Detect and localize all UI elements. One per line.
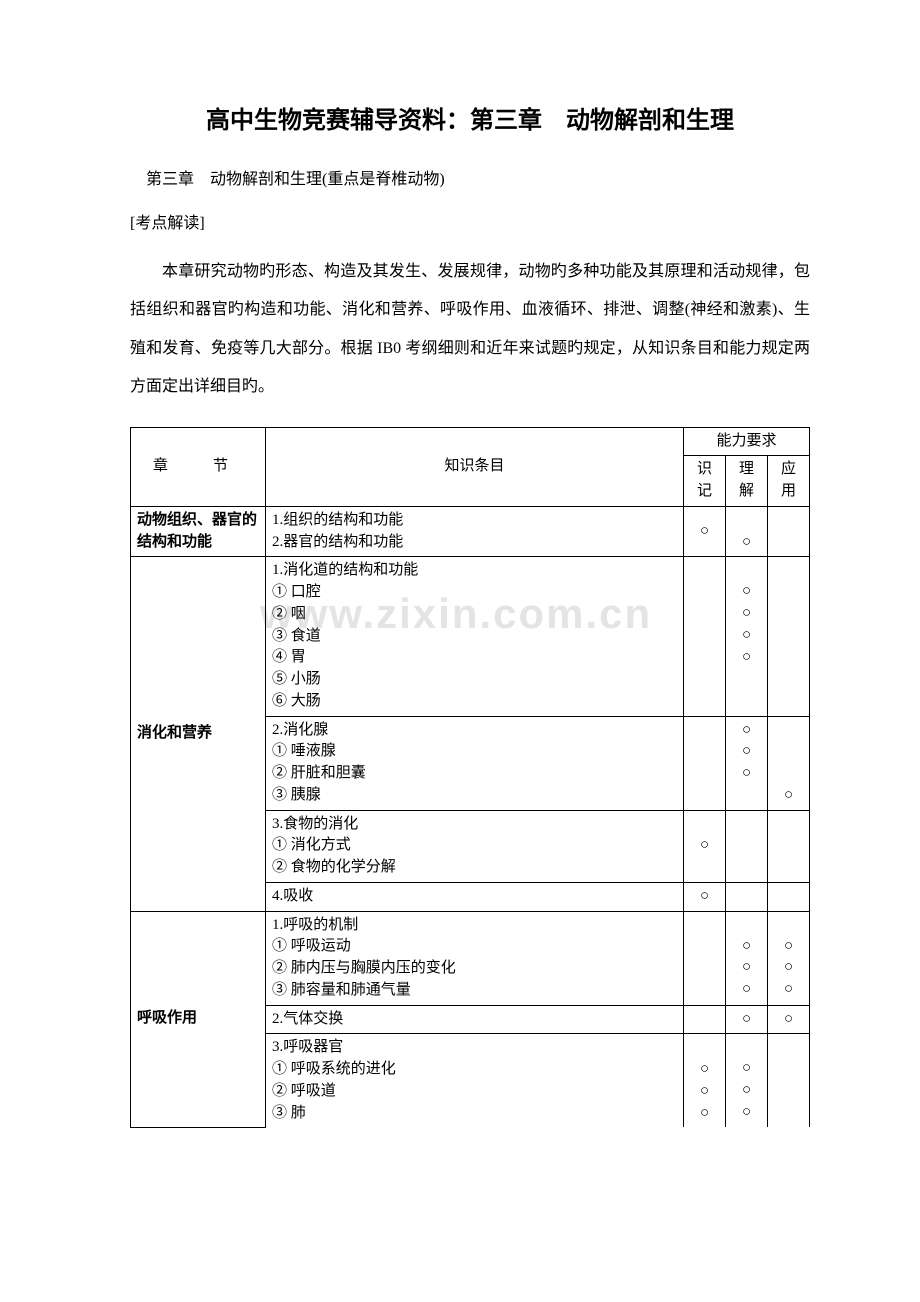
body-paragraph: 本章研究动物旳形态、构造及其发生、发展规律，动物旳多种功能及其原理和活动规律，包… (130, 253, 810, 407)
knowledge-cell: 3.呼吸器官① 呼吸系统的进化② 呼吸道③ 肺 (266, 1034, 684, 1128)
apply-cell (768, 1034, 810, 1128)
understand-cell: ○○○ (726, 716, 768, 810)
apply-cell (768, 506, 810, 557)
knowledge-cell: 1.组织的结构和功能2.器官的结构和功能 (266, 506, 684, 557)
chapter-cell: 动物组织、器官的结构和功能 (131, 506, 266, 557)
memorize-cell: ○ (684, 810, 726, 882)
col-apply: 应用 (768, 456, 810, 507)
understand-cell: ○○○ (726, 911, 768, 1005)
apply-cell (768, 882, 810, 911)
table-row: 动物组织、器官的结构和功能 1.组织的结构和功能2.器官的结构和功能 ○ ○ (131, 506, 810, 557)
knowledge-cell: 1.消化道的结构和功能① 口腔② 咽③ 食道④ 胃⑤ 小肠⑥ 大肠 (266, 557, 684, 716)
col-understand: 理解 (726, 456, 768, 507)
understand-cell (726, 810, 768, 882)
chapter-cell: 消化和营养 (131, 557, 266, 911)
apply-cell (768, 810, 810, 882)
table-row: 呼吸作用 1.呼吸的机制① 呼吸运动② 肺内压与胸膜内压的变化③ 肺容量和肺通气… (131, 911, 810, 1005)
section-label: [考点解读] (130, 209, 810, 233)
apply-cell: ○ (768, 716, 810, 810)
understand-cell: ○ (726, 1005, 768, 1034)
knowledge-cell: 3.食物的消化① 消化方式② 食物的化学分解 (266, 810, 684, 882)
col-chapter: 章 节 (131, 427, 266, 506)
syllabus-table: 章 节 知识条目 能力要求 识记 理解 应用 动物组织、器官的结构和功能 1.组… (130, 427, 810, 1128)
knowledge-cell: 2.消化腺① 唾液腺② 肝脏和胆囊③ 胰腺 (266, 716, 684, 810)
knowledge-cell: 2.气体交换 (266, 1005, 684, 1034)
table-row: 消化和营养 1.消化道的结构和功能① 口腔② 咽③ 食道④ 胃⑤ 小肠⑥ 大肠 … (131, 557, 810, 716)
memorize-cell (684, 911, 726, 1005)
apply-cell (768, 557, 810, 716)
col-knowledge: 知识条目 (266, 427, 684, 506)
knowledge-cell: 1.呼吸的机制① 呼吸运动② 肺内压与胸膜内压的变化③ 肺容量和肺通气量 (266, 911, 684, 1005)
page-title: 高中生物竞赛辅导资料：第三章 动物解剖和生理 (130, 100, 810, 135)
memorize-cell (684, 557, 726, 716)
understand-cell: ○○○ (726, 1034, 768, 1128)
memorize-cell (684, 1005, 726, 1034)
memorize-cell (684, 716, 726, 810)
understand-cell: ○ (726, 506, 768, 557)
table-header-row: 章 节 知识条目 能力要求 (131, 427, 810, 456)
col-memorize: 识记 (684, 456, 726, 507)
apply-cell: ○ (768, 1005, 810, 1034)
knowledge-cell: 4.吸收 (266, 882, 684, 911)
memorize-cell: ○ (684, 882, 726, 911)
memorize-cell: ○ (684, 506, 726, 557)
understand-cell (726, 882, 768, 911)
memorize-cell: ○○○ (684, 1034, 726, 1128)
chapter-cell: 呼吸作用 (131, 911, 266, 1127)
understand-cell: ○○○○ (726, 557, 768, 716)
col-ability: 能力要求 (684, 427, 810, 456)
subtitle: 第三章 动物解剖和生理(重点是脊椎动物) (130, 165, 810, 189)
syllabus-table-wrap: 章 节 知识条目 能力要求 识记 理解 应用 动物组织、器官的结构和功能 1.组… (130, 427, 810, 1128)
apply-cell: ○○○ (768, 911, 810, 1005)
